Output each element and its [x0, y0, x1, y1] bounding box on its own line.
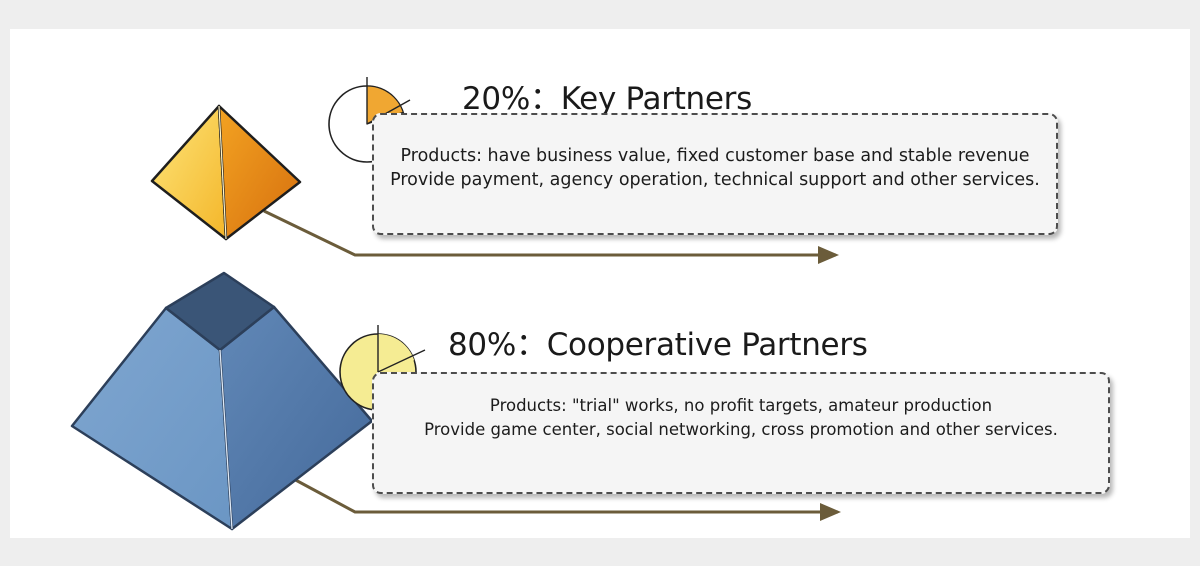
cooperative-partners-title: 80%：Cooperative Partners: [448, 327, 868, 363]
cooperative-partners-pyramid: [70, 271, 374, 531]
key-partners-services-line: Provide payment, agency operation, techn…: [390, 170, 1040, 190]
key-partners-products-line: Products: have business value, fixed cus…: [400, 146, 1030, 166]
connector-top: [263, 209, 839, 264]
key-partners-pyramid: [150, 104, 302, 241]
key-partners-description-card: Products: have business value, fixed cus…: [372, 113, 1058, 235]
cooperative-partners-services-line: Provide game center, social networking, …: [424, 420, 1058, 439]
pie-remainder: [378, 334, 415, 372]
pie-hand-angled: [377, 349, 426, 373]
cooperative-partners-description-card: Products: "trial" works, no profit targe…: [372, 372, 1110, 494]
cooperative-partners-products-line: Products: "trial" works, no profit targe…: [489, 396, 993, 415]
slide: 20%：Key Partners Products: have business…: [10, 29, 1190, 538]
connector-bottom: [289, 475, 841, 521]
key-partners-title: 20%：Key Partners: [462, 81, 752, 117]
